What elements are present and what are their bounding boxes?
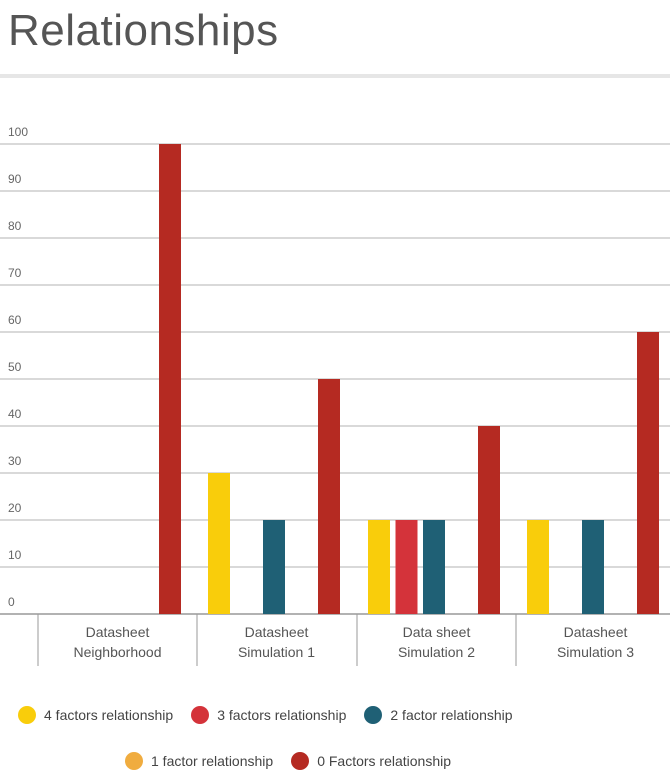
bar-chart: 0 10 20 30 40 50 60 70 80 90 100 Datasheet Neighborh…: [0, 125, 670, 666]
y-tick-label: 50: [8, 360, 22, 374]
bar: [423, 520, 445, 614]
legend-row-1: 4 factors relationship 3 factors relation…: [18, 706, 531, 724]
x-tick-label: Simulation 1: [238, 644, 315, 660]
y-tick-label: 20: [8, 501, 22, 515]
y-tick-label: 80: [8, 219, 22, 233]
x-tick-label: Simulation 3: [557, 644, 634, 660]
x-tick-label: Simulation 2: [398, 644, 475, 660]
y-tick-label: 70: [8, 266, 22, 280]
legend-item: 0 Factors relationship: [291, 752, 451, 770]
bar: [263, 520, 285, 614]
title-divider: [0, 74, 670, 78]
x-tick-label: Data sheet: [403, 624, 471, 640]
x-tick-label: Datasheet: [564, 624, 628, 640]
bar: [208, 473, 230, 614]
legend-item: 1 factor relationship: [125, 752, 273, 770]
legend-swatch: [125, 752, 143, 770]
bar: [395, 520, 418, 614]
y-tick-label: 40: [8, 407, 22, 421]
bar: [318, 379, 340, 614]
bar: [582, 520, 604, 614]
chart-title: Relationships: [8, 6, 279, 55]
bar: [159, 144, 181, 614]
legend-swatch: [364, 706, 383, 724]
legend-label: 4 factors relationship: [44, 707, 174, 723]
legend-item: 2 factor relationship: [364, 706, 513, 724]
y-tick-label: 0: [8, 595, 15, 609]
y-tick-label: 60: [8, 313, 22, 327]
legend-item: 4 factors relationship: [18, 706, 173, 724]
x-tick-label: Datasheet: [245, 624, 309, 640]
y-tick-label: 30: [8, 454, 22, 468]
legend-row-2: 1 factor relationship 0 Factors relations…: [125, 752, 469, 770]
x-tick-label: Neighborhood: [74, 644, 162, 660]
y-tick-label: 100: [8, 125, 28, 139]
x-tick-label: Datasheet: [86, 624, 150, 640]
legend-swatch: [18, 706, 36, 724]
legend-label: 2 factor relationship: [390, 707, 513, 723]
y-tick-label: 10: [8, 548, 22, 562]
legend-label: 1 factor relationship: [151, 753, 274, 769]
bar: [478, 426, 500, 614]
legend-item: 3 factors relationship: [191, 706, 346, 724]
bar: [368, 520, 390, 614]
bar: [637, 332, 659, 614]
legend-swatch: [291, 752, 310, 770]
legend-label: 3 factors relationship: [217, 707, 347, 723]
legend-swatch: [191, 706, 210, 724]
legend-label: 0 Factors relationship: [317, 753, 452, 769]
y-tick-label: 90: [8, 172, 22, 186]
bar: [527, 520, 549, 614]
